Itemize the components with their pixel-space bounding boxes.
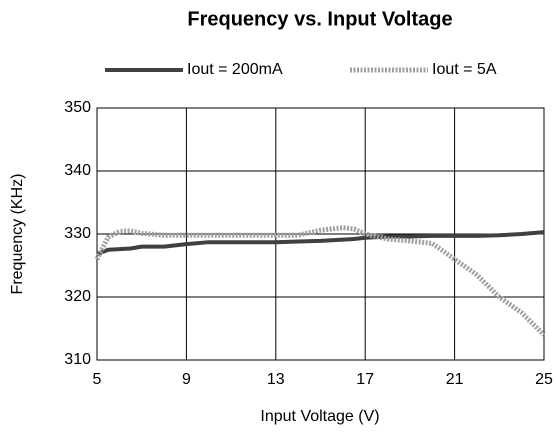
y-tick-label: 340 — [64, 162, 91, 179]
legend-label: Iout = 200mA — [187, 61, 283, 78]
x-tick-label: 17 — [356, 371, 374, 388]
y-tick-label: 330 — [64, 225, 91, 242]
y-tick-label: 320 — [64, 288, 91, 305]
x-tick-label: 13 — [267, 371, 285, 388]
x-tick-label: 5 — [93, 371, 102, 388]
x-axis-label: Input Voltage (V) — [260, 408, 379, 425]
legend-label: Iout = 5A — [432, 61, 497, 78]
x-tick-label: 21 — [446, 371, 464, 388]
y-tick-label: 310 — [64, 351, 91, 368]
chart-title: Frequency vs. Input Voltage — [187, 8, 452, 30]
x-tick-label: 9 — [182, 371, 191, 388]
x-tick-label: 25 — [535, 371, 553, 388]
y-axis-label: Frequency (KHz) — [9, 174, 26, 295]
line-series — [96, 230, 545, 257]
line-series — [94, 225, 546, 337]
y-tick-label: 350 — [64, 99, 91, 116]
